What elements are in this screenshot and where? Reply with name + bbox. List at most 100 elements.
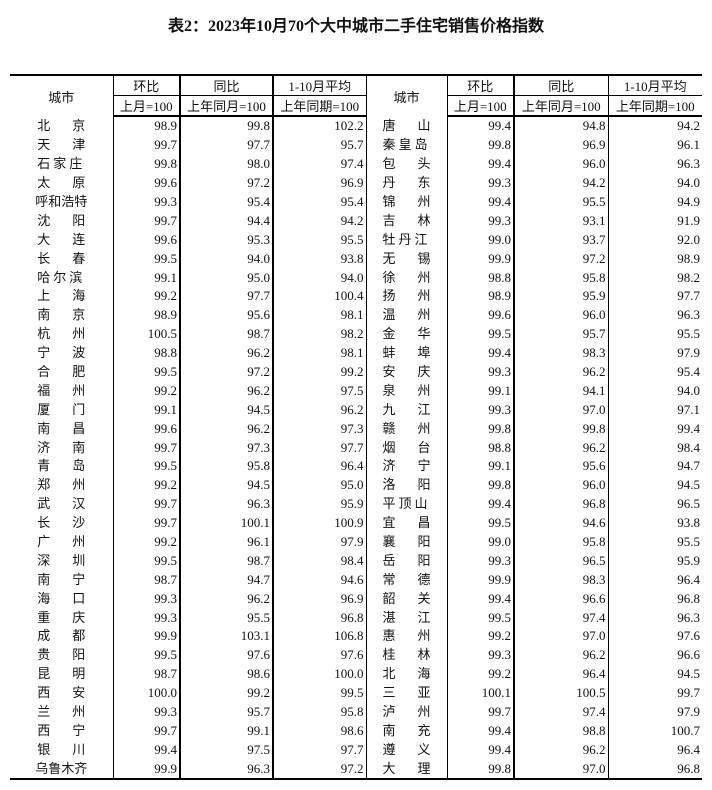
yoy-value: 96.8 [513, 494, 608, 514]
city-label: 赣州 [382, 420, 431, 436]
avg-value: 96.3 [607, 305, 702, 325]
avg-value: 96.4 [607, 740, 702, 760]
city-label: 北海 [382, 666, 431, 682]
avg-value: 96.8 [272, 608, 366, 628]
city-label: 成都 [37, 628, 86, 644]
yoy-value: 97.6 [179, 645, 273, 665]
city-label: 扬州 [382, 288, 431, 304]
table-row: 福州 99.2 96.2 97.5 泉州 99.1 94.1 94.0 [10, 381, 702, 401]
mom-value: 99.4 [446, 494, 514, 514]
mom-value: 99.2 [446, 664, 514, 684]
city-name: 海口 [10, 589, 113, 608]
city-label: 长春 [37, 250, 86, 266]
table-row: 广州 99.2 96.1 97.9 襄阳 99.0 95.8 95.5 [10, 532, 702, 552]
avg-value: 98.1 [272, 305, 366, 325]
mom-value: 99.1 [112, 400, 180, 420]
yoy-value: 98.8 [513, 721, 608, 741]
city-name: 赣州 [365, 419, 447, 439]
yoy-value: 94.2 [513, 173, 608, 193]
city-name: 太原 [10, 174, 113, 193]
city-label: 泉州 [382, 382, 431, 398]
city-name: 哈尔滨 [10, 268, 113, 287]
avg-value: 95.0 [272, 475, 366, 495]
yoy-value: 98.3 [513, 570, 608, 590]
city-label: 大连 [37, 231, 86, 247]
header-yoy: 同比 [179, 74, 273, 96]
mom-value: 98.9 [112, 305, 180, 325]
city-label: 哈尔滨 [37, 269, 86, 285]
city-name: 襄阳 [365, 532, 447, 552]
city-name: 成都 [10, 627, 113, 646]
city-name: 石家庄 [10, 155, 113, 174]
mom-value: 99.6 [112, 419, 180, 439]
yoy-value: 97.3 [179, 438, 273, 458]
avg-value: 98.1 [272, 343, 366, 363]
avg-value: 95.5 [607, 324, 702, 344]
city-name: 武汉 [10, 495, 113, 514]
header-mom-base: 上月=100 [446, 95, 514, 117]
avg-value: 94.6 [272, 570, 366, 590]
city-label: 牡丹江 [382, 231, 431, 247]
header-avg-base: 上年同期=100 [272, 95, 366, 117]
avg-value: 96.3 [607, 608, 702, 628]
yoy-value: 95.8 [179, 457, 273, 476]
city-name: 遵义 [365, 740, 447, 760]
city-name: 九江 [365, 400, 447, 420]
city-name: 郑州 [10, 476, 113, 495]
yoy-value: 98.6 [179, 664, 273, 684]
table-row: 乌鲁木齐 99.9 96.3 97.2 大理 99.8 97.0 96.8 [10, 759, 702, 781]
mom-value: 99.2 [112, 287, 180, 306]
avg-value: 93.8 [607, 513, 702, 533]
mom-value: 99.6 [112, 173, 180, 193]
avg-value: 97.1 [607, 400, 702, 420]
city-name: 丹东 [365, 173, 447, 193]
city-label: 武汉 [37, 496, 86, 512]
city-name: 北海 [365, 664, 447, 684]
yoy-value: 97.4 [513, 608, 608, 628]
yoy-value: 96.2 [513, 740, 608, 760]
yoy-value: 94.5 [179, 400, 273, 420]
mom-value: 99.8 [112, 154, 180, 174]
yoy-value: 94.1 [513, 381, 608, 401]
yoy-value: 100.1 [179, 513, 273, 533]
mom-value: 99.7 [112, 135, 180, 155]
mom-value: 99.8 [446, 419, 514, 439]
yoy-value: 95.0 [179, 268, 273, 288]
table-row: 长沙 99.7 100.1 100.9 宜昌 99.5 94.6 93.8 [10, 513, 702, 533]
table-row: 石家庄 99.8 98.0 97.4 包头 99.4 96.0 96.3 [10, 154, 702, 174]
yoy-value: 100.5 [513, 683, 608, 703]
city-label: 南昌 [37, 420, 86, 436]
mom-value: 99.1 [446, 457, 514, 476]
city-label: 青岛 [37, 458, 86, 474]
city-label: 安庆 [382, 364, 431, 380]
city-name: 安庆 [365, 362, 447, 382]
city-name: 包头 [365, 154, 447, 174]
city-name: 泸州 [365, 702, 447, 722]
city-name: 兰州 [10, 703, 113, 722]
yoy-value: 94.8 [513, 116, 608, 136]
table-row: 南京 98.9 95.6 98.1 温州 99.6 96.0 96.3 [10, 305, 702, 325]
yoy-value: 97.2 [513, 249, 608, 269]
yoy-value: 99.8 [179, 116, 273, 136]
header-mom-base: 上月=100 [112, 95, 180, 117]
yoy-value: 103.1 [179, 627, 273, 646]
mom-value: 99.0 [446, 532, 514, 552]
avg-value: 96.4 [607, 570, 702, 590]
city-name: 乌鲁木齐 [10, 759, 113, 781]
yoy-value: 98.7 [179, 551, 273, 571]
city-name: 济南 [10, 438, 113, 457]
avg-value: 95.5 [272, 230, 366, 250]
avg-value: 100.9 [272, 513, 366, 533]
mom-value: 99.2 [112, 381, 180, 401]
city-name: 大理 [365, 759, 447, 781]
mom-value: 99.9 [112, 627, 180, 646]
document-title: 表2：2023年10月70个大中城市二手住宅销售价格指数 [167, 18, 544, 35]
city-label: 海口 [37, 590, 86, 606]
avg-value: 96.8 [607, 759, 702, 781]
yoy-value: 98.7 [179, 324, 273, 344]
yoy-value: 97.0 [513, 759, 608, 781]
yoy-value: 98.3 [513, 343, 608, 363]
avg-value: 97.6 [607, 627, 702, 646]
avg-value: 94.0 [272, 268, 366, 288]
yoy-value: 94.5 [179, 475, 273, 495]
